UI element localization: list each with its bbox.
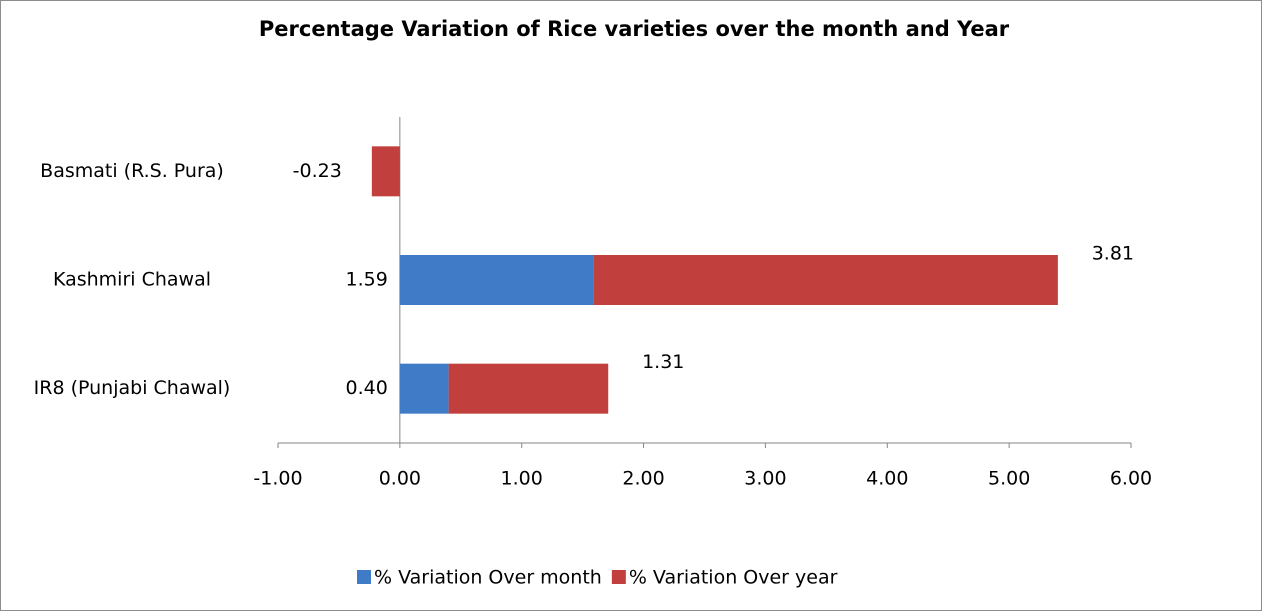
x-tick-label: -1.00 [253, 468, 302, 490]
y-tick-label: IR8 (Punjabi Chawal) [34, 377, 231, 399]
bar [371, 146, 400, 197]
legend-label: % Variation Over month [374, 567, 602, 589]
x-tick-label: 6.00 [1110, 468, 1152, 490]
x-tick-label: 3.00 [744, 468, 786, 490]
legend-swatch [357, 570, 371, 584]
bar [399, 255, 594, 305]
x-tick-label: 4.00 [866, 468, 908, 490]
bar [448, 363, 609, 414]
data-label: 1.31 [642, 351, 684, 373]
bar [399, 363, 449, 414]
data-label: 3.81 [1092, 243, 1134, 265]
x-tick-label: 2.00 [622, 468, 664, 490]
y-tick-label: Basmati (R.S. Pura) [40, 160, 224, 182]
x-tick-label: 5.00 [988, 468, 1030, 490]
x-tick-label: 0.00 [379, 468, 421, 490]
bar [593, 255, 1058, 305]
x-tick-label: 1.00 [501, 468, 543, 490]
legend-label: % Variation Over year [629, 567, 838, 589]
y-tick-label: Kashmiri Chawal [53, 269, 211, 291]
data-label: 1.59 [346, 269, 388, 291]
data-label: 0.40 [346, 377, 388, 399]
chart-title: Percentage Variation of Rice varieties o… [259, 17, 1010, 41]
legend-swatch [611, 570, 626, 584]
data-label: -0.23 [293, 160, 342, 182]
